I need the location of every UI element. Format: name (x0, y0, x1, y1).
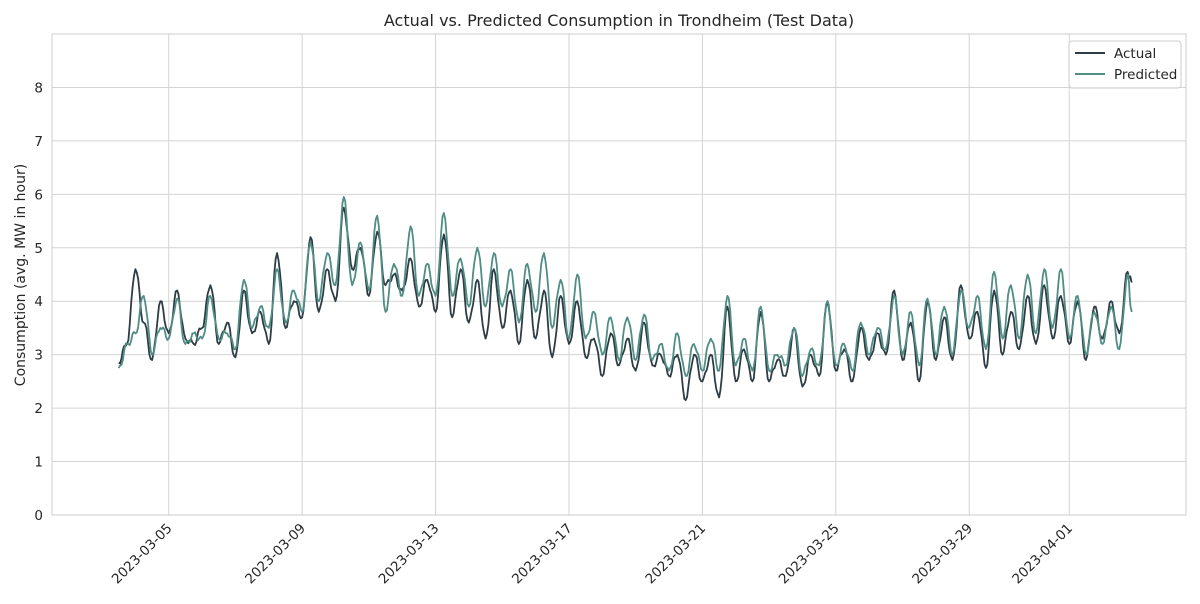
y-tick-label: 8 (34, 80, 43, 96)
y-tick-label: 0 (34, 508, 43, 524)
y-axis-label: Consumption (avg. MW in hour) (13, 164, 29, 386)
axes-frame (51, 33, 1187, 516)
y-tick-label: 4 (34, 294, 43, 310)
chart-title: Actual vs. Predicted Consumption in Tron… (384, 11, 854, 30)
y-tick-label: 2 (34, 401, 43, 417)
y-tick-label: 7 (34, 134, 43, 150)
series-lines (117, 196, 1133, 401)
legend: Actual Predicted (1068, 40, 1182, 89)
y-tick-label: 6 (34, 187, 43, 203)
grid-lines (52, 34, 1186, 516)
y-tick-label: 3 (34, 348, 43, 364)
y-tick-label: 5 (34, 241, 43, 257)
y-tick-label: 1 (34, 455, 43, 471)
series-line-predicted (117, 196, 1133, 377)
legend-actual-label: Actual (1114, 46, 1156, 62)
legend-predicted-label: Predicted (1114, 67, 1177, 83)
